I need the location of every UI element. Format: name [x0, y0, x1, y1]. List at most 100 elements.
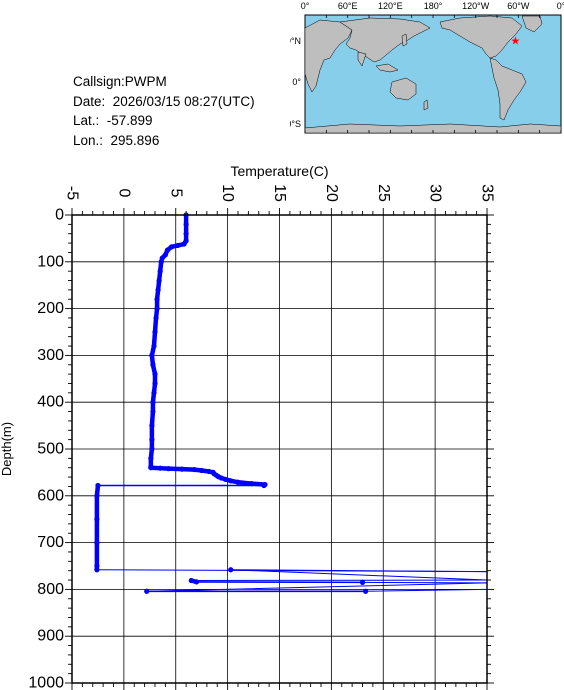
map-lon-label: 180°	[424, 1, 443, 11]
data-point	[206, 468, 212, 475]
data-point	[151, 343, 157, 349]
data-point	[148, 465, 154, 471]
data-point	[153, 315, 159, 321]
y-tick-label: 600	[37, 487, 64, 504]
data-point	[181, 241, 187, 247]
data-point	[248, 481, 255, 487]
y-tick-label: 200	[37, 300, 64, 317]
data-point	[191, 466, 198, 473]
data-point	[164, 247, 171, 253]
data-point	[95, 482, 101, 489]
data-point	[94, 516, 100, 522]
data-point	[148, 455, 154, 461]
data-point	[228, 567, 234, 573]
latitude-text: Lat.: -57.899	[73, 113, 153, 128]
data-point	[152, 371, 158, 377]
y-tick-label: 900	[37, 628, 64, 645]
series-segment	[230, 569, 488, 581]
data-point	[157, 268, 163, 274]
data-point	[261, 482, 267, 489]
data-point	[149, 423, 155, 429]
data-point	[183, 221, 189, 227]
data-point	[150, 362, 156, 368]
map-lat-label: 60°S	[290, 119, 301, 129]
data-point	[151, 390, 157, 396]
x-tick-label: 15	[271, 184, 288, 202]
x-tick-label: -5	[64, 186, 81, 200]
chart-series	[94, 212, 488, 594]
data-point	[154, 306, 160, 312]
series-segment	[365, 588, 488, 592]
map-tick-marks	[304, 15, 562, 133]
series-segment	[230, 569, 488, 573]
x-axis-label: Temperature(C)	[230, 163, 328, 179]
x-tick-label: 5	[167, 189, 184, 198]
map-lon-label: 0°	[557, 1, 564, 11]
map-land	[304, 15, 562, 134]
x-tick-label: 20	[323, 184, 340, 202]
data-point	[158, 259, 164, 265]
y-tick-label: 0	[55, 207, 64, 224]
longitude-text: Lon.: 295.896	[73, 132, 160, 148]
data-point	[188, 577, 194, 584]
y-tick-label: 500	[37, 441, 64, 458]
x-tick-label: 10	[219, 184, 236, 202]
series-segment	[146, 582, 488, 592]
data-point	[150, 399, 156, 405]
y-axis-label: Depth(m)	[0, 422, 14, 476]
y-tick-label: 700	[37, 534, 64, 551]
y-tick-label: 1000	[28, 675, 64, 690]
map-lon-label: 0°	[301, 1, 310, 11]
y-tick-label: 100	[37, 253, 64, 270]
y-tick-label: 400	[37, 394, 64, 411]
data-point	[149, 446, 155, 452]
x-tick-label: 25	[375, 184, 392, 202]
y-tick-labels: 0 100 200 300 400 500 600 700 800 900 1000	[28, 207, 64, 690]
data-point	[183, 231, 189, 237]
data-point	[94, 540, 100, 546]
callsign-text: Callsign:PWPM	[73, 74, 167, 89]
data-point	[149, 437, 155, 443]
y-tick-label: 300	[37, 347, 64, 364]
data-point	[152, 329, 158, 335]
map-lat-label: 0°	[292, 77, 301, 87]
data-point	[149, 352, 155, 358]
data-point	[175, 242, 181, 249]
map-lat-labels: 60°N 0° 60°S	[290, 36, 301, 129]
data-point	[199, 467, 205, 474]
map-lon-labels: 0° 60°E 120°E 180° 120°W 60°W 0°	[301, 1, 564, 11]
station-info: Callsign:PWPM Date: 2026/03/15 08:27(UTC…	[73, 72, 255, 150]
map-lon-label: 60°W	[507, 1, 530, 11]
data-point	[94, 567, 100, 573]
map-lat-label: 60°N	[290, 36, 301, 46]
data-point	[150, 408, 156, 415]
data-point	[228, 478, 234, 484]
world-map: 0° 60°E 120°E 180° 120°W 60°W 0° 60°N 0° 60°S ★	[290, 1, 564, 134]
data-point	[179, 466, 185, 472]
map-lon-label: 60°E	[338, 1, 358, 11]
data-point	[94, 563, 100, 569]
data-point	[154, 296, 160, 302]
map-lon-label: 120°W	[462, 1, 490, 11]
data-point	[155, 287, 161, 293]
map-lon-label: 120°E	[378, 1, 403, 11]
data-point	[193, 579, 200, 585]
position-marker-icon: ★	[510, 35, 520, 47]
data-point	[144, 588, 150, 594]
data-point	[235, 479, 241, 485]
chart-grid	[71, 214, 488, 684]
data-point	[157, 465, 163, 471]
data-point	[94, 493, 100, 499]
data-point	[222, 476, 229, 483]
data-point	[156, 277, 162, 284]
plot-frame	[71, 214, 488, 684]
x-tick-label: 30	[427, 184, 444, 202]
data-point	[218, 475, 224, 481]
data-point	[169, 244, 175, 250]
date-text: Date: 2026/03/15 08:27(UTC)	[73, 93, 255, 109]
data-point	[359, 579, 366, 585]
data-point	[162, 252, 168, 258]
data-point	[152, 380, 158, 387]
x-tick-label: 0	[115, 189, 132, 198]
